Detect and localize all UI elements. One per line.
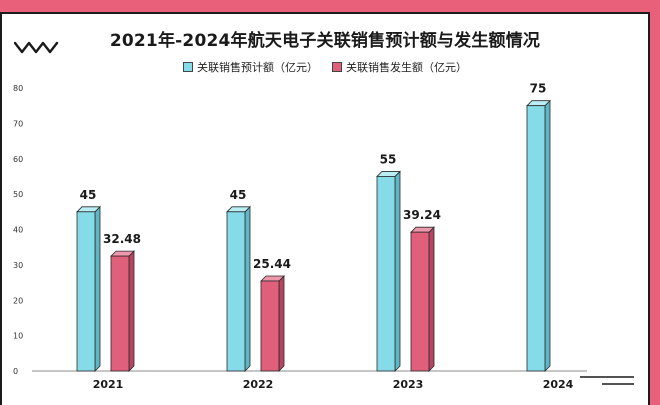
data-label: 55: [380, 152, 397, 166]
legend-label-forecast: 关联销售预计额（亿元）: [197, 61, 318, 74]
bar-forecast: [76, 211, 96, 372]
x-tick-label: 2022: [243, 378, 274, 391]
bar-actual: [410, 231, 430, 372]
y-tick-label: 80: [13, 84, 23, 93]
y-tick-label: 50: [13, 190, 23, 199]
data-label: 32.48: [103, 232, 141, 246]
bar-actual: [260, 280, 280, 372]
bar-chart: 0 10 20 30 40 50 60 70 80 2021 45 32.48 2022 45 25.44 2…: [13, 82, 587, 391]
y-tick-label: 60: [13, 155, 23, 164]
bar-forecast: [526, 105, 546, 372]
legend-swatch-forecast: [183, 62, 193, 72]
data-label: 75: [530, 82, 547, 96]
bar-side: [278, 275, 285, 372]
y-tick-label: 20: [13, 296, 23, 305]
legend-item-actual: 关联销售发生额（亿元）: [332, 59, 467, 75]
bar-side: [244, 205, 251, 372]
x-tick-label: 2023: [393, 378, 424, 391]
bar-side: [428, 226, 435, 372]
chart-title: 2021年-2024年航天电子关联销售预计额与发生额情况: [109, 31, 541, 51]
data-label: 39.24: [403, 208, 441, 222]
chart-card: 2021年-2024年航天电子关联销售预计额与发生额情况 关联销售预计额（亿元）…: [0, 12, 650, 405]
legend-item-forecast: 关联销售预计额（亿元）: [183, 59, 318, 75]
bar-forecast: [226, 211, 246, 372]
y-tick-label: 30: [13, 261, 23, 270]
corner-lines-decoration: [580, 376, 634, 385]
bar-side: [544, 99, 551, 372]
bar-side: [394, 170, 401, 372]
legend-label-actual: 关联销售发生额（亿元）: [346, 61, 467, 74]
y-tick-label: 40: [13, 226, 23, 235]
y-tick-label: 70: [13, 119, 23, 128]
data-label: 45: [80, 188, 97, 202]
y-tick-label: 10: [13, 332, 23, 341]
zigzag-decoration-icon: [14, 41, 59, 54]
bar-side: [128, 250, 135, 372]
chart-legend: 关联销售预计额（亿元） 关联销售发生额（亿元）: [2, 59, 648, 75]
data-label: 25.44: [253, 257, 291, 271]
bar-forecast: [376, 176, 396, 372]
legend-swatch-actual: [332, 62, 342, 72]
bar-actual: [110, 255, 130, 372]
data-label: 45: [230, 188, 247, 202]
x-tick-label: 2021: [93, 378, 124, 391]
x-tick-label: 2024: [543, 378, 574, 391]
y-tick-label: 0: [13, 367, 18, 376]
bar-side: [94, 205, 101, 372]
